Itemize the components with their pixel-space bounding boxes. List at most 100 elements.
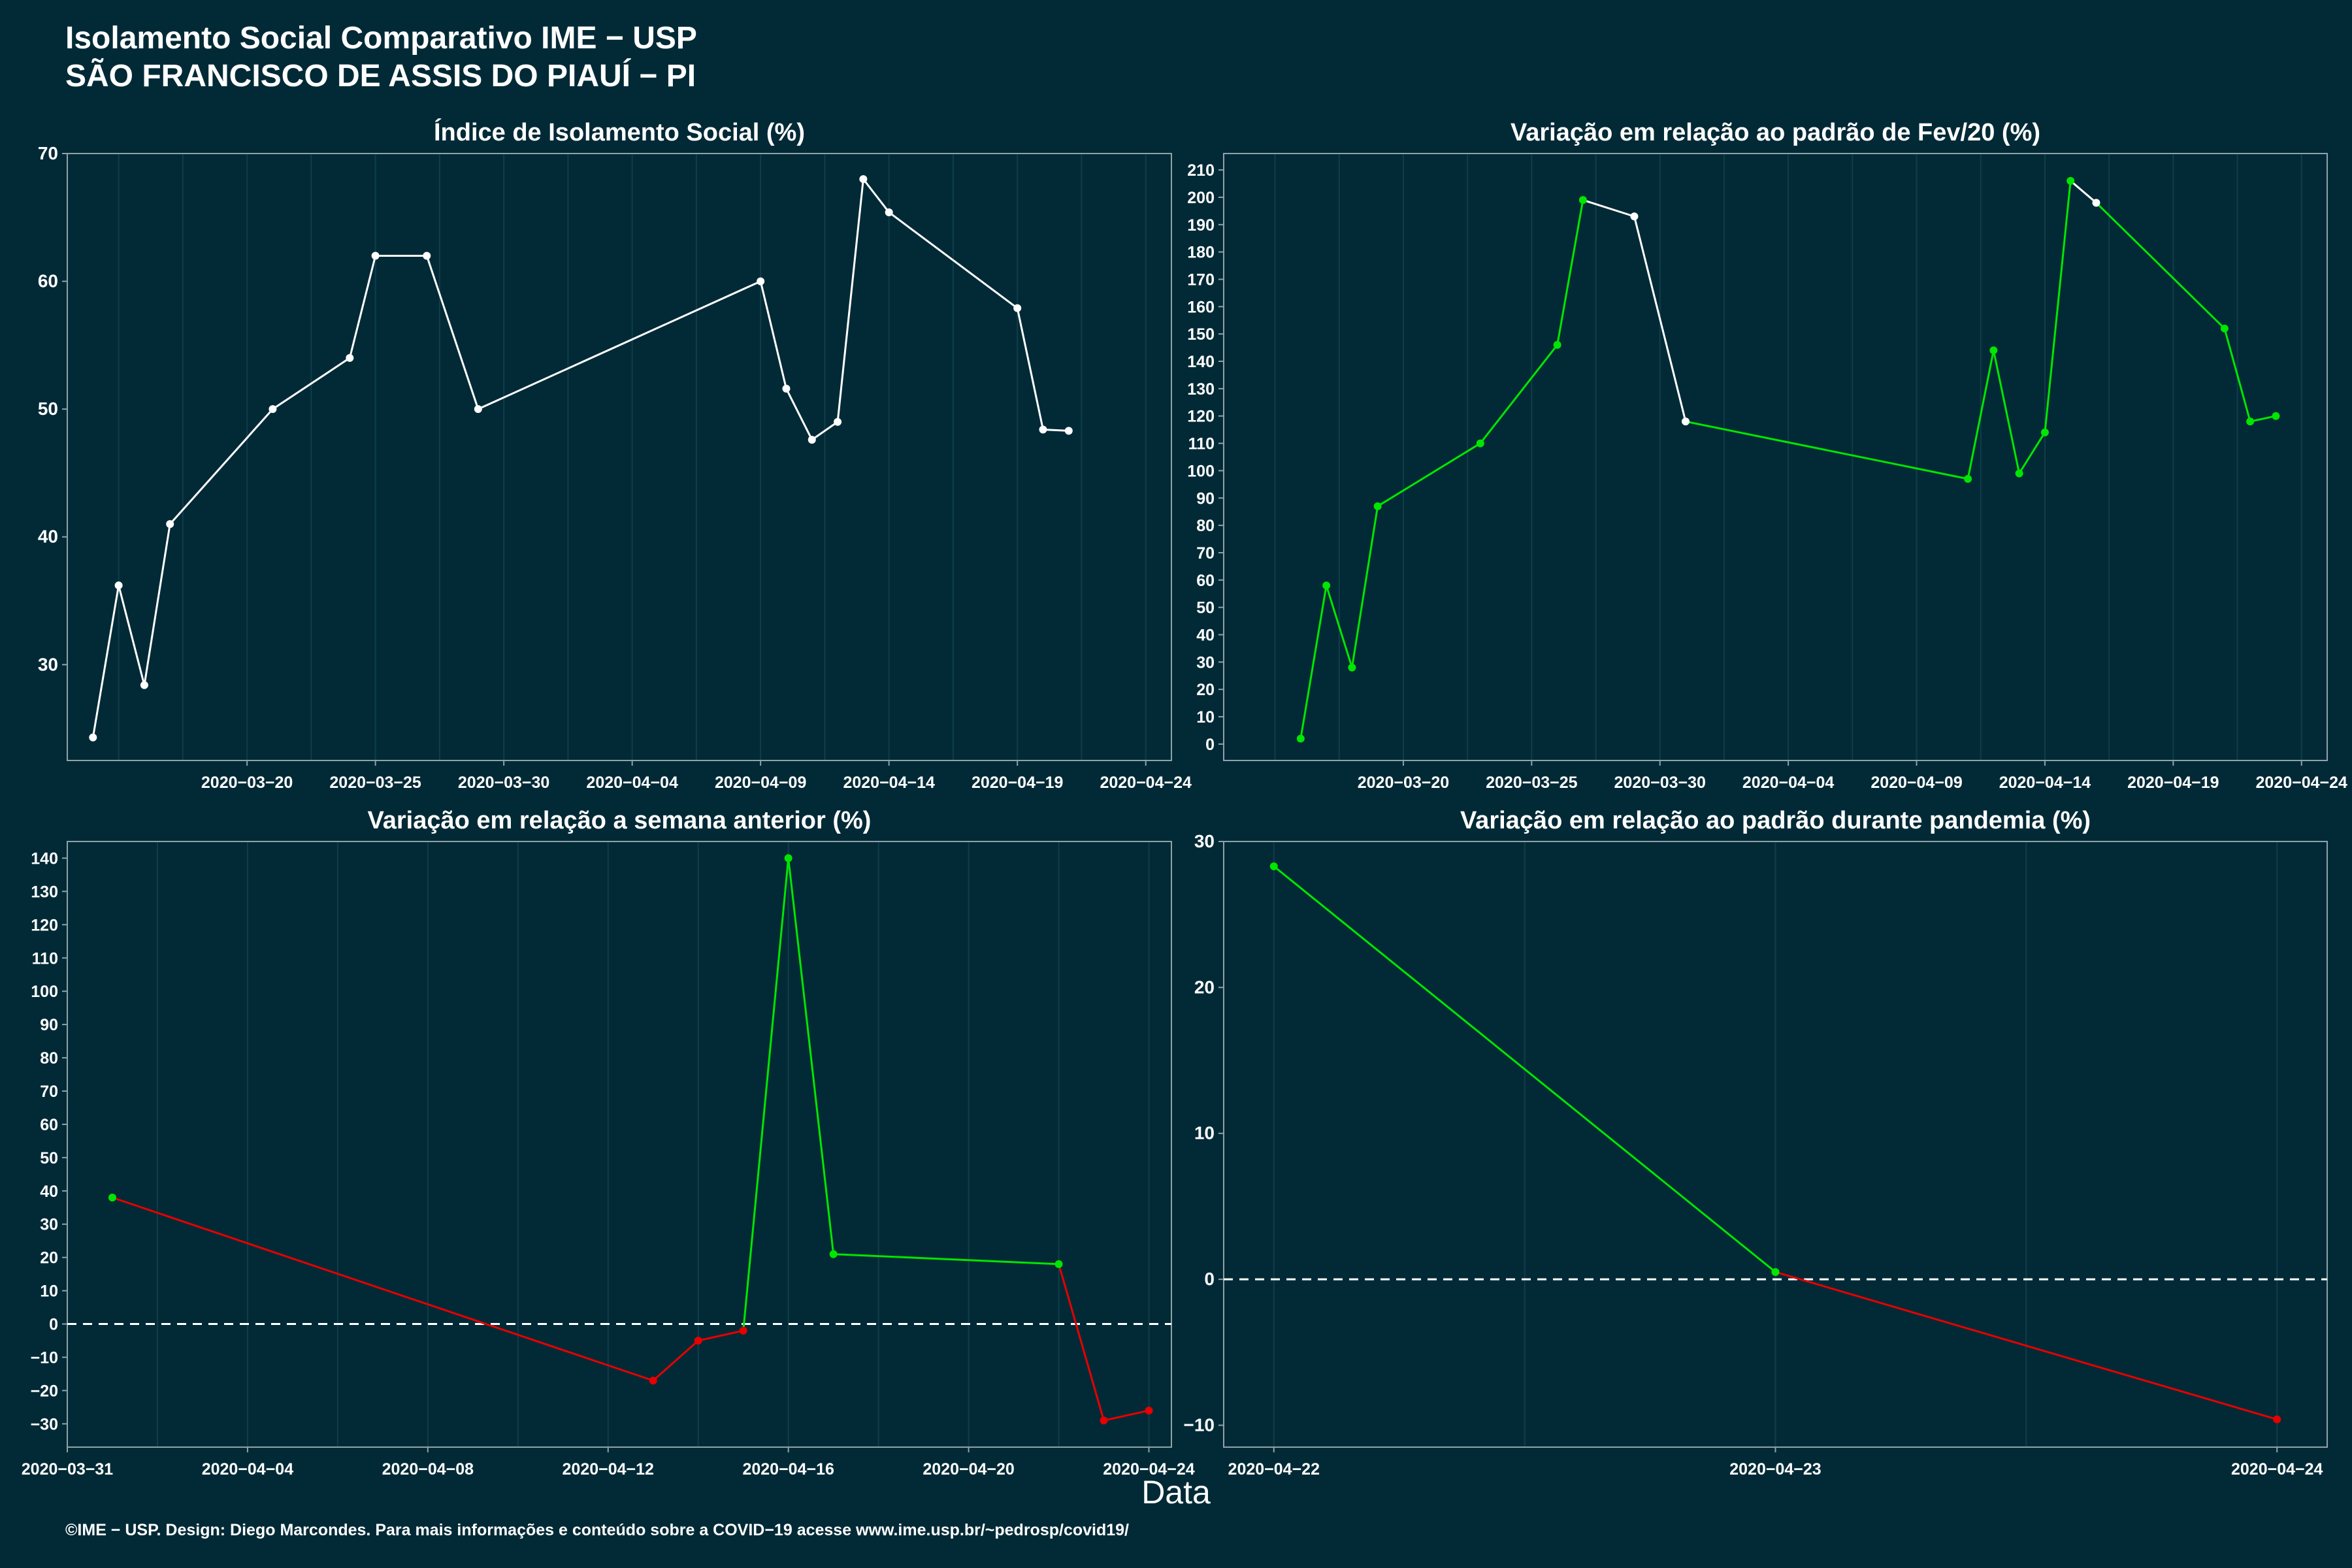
series-segment (698, 1330, 744, 1342)
x-tick-label: 2020−04−24 (2231, 1460, 2323, 1478)
chart-isolamento: Índice de Isolamento Social (%) 30 40 50 60 7… (38, 118, 1192, 792)
x-tick-label: 2020−03−20 (1358, 774, 1449, 792)
y-tick-label: 30 (40, 1216, 58, 1234)
x-tick-label: 2020−04−24 (2256, 774, 2348, 792)
data-point (346, 353, 354, 362)
data-point (1373, 502, 1382, 510)
x-tick-label: 2020−03−30 (458, 774, 549, 792)
y-tick-label: 70 (38, 143, 58, 163)
series-segment (425, 255, 480, 410)
data-point (1322, 581, 1331, 590)
series-segment (833, 1253, 1059, 1266)
x-tick-label: 2020−04−08 (382, 1460, 474, 1478)
series-segment (1775, 1271, 2278, 1420)
series-segment (1058, 1264, 1105, 1421)
data-point (1682, 417, 1690, 426)
data-point (1578, 196, 1587, 204)
panel-border (67, 841, 1172, 1448)
y-tick-label: 10 (40, 1282, 58, 1301)
chart-title: Variação em relação a semana anterior (%… (368, 807, 872, 834)
x-tick-label: 2020−03−20 (201, 774, 293, 792)
series-segment (1479, 344, 1558, 444)
x-tick-label: 2020−04−09 (1870, 774, 1962, 792)
data-point (2272, 412, 2280, 420)
y-tick-label: 80 (1196, 517, 1215, 535)
series-segment (169, 408, 274, 525)
series-segment (2018, 432, 2046, 474)
data-point (140, 681, 148, 689)
series-segment (785, 388, 813, 440)
data-point (166, 520, 174, 529)
chart-title: Variação em relação ao padrão de Fev/20 … (1511, 119, 2040, 146)
y-tick-label: 90 (1196, 489, 1215, 508)
y-tick-label: 50 (38, 399, 58, 419)
data-point (694, 1337, 702, 1345)
data-point (1476, 439, 1484, 448)
data-point (1100, 1416, 1108, 1425)
series-segment (2249, 415, 2276, 423)
y-tick-label: 60 (40, 1116, 58, 1134)
data-point (859, 175, 868, 184)
data-point (757, 277, 765, 286)
data-point (782, 384, 791, 393)
x-axis-label: Data (1141, 1474, 1211, 1511)
y-tick-label: −10 (31, 1348, 58, 1367)
data-point (2066, 176, 2075, 185)
y-tick-label: 200 (1187, 189, 1215, 207)
y-tick-label: 210 (1187, 161, 1215, 180)
x-tick-label: 2020−04−24 (1103, 1460, 1195, 1478)
data-point (269, 405, 277, 414)
series-segment (1556, 199, 1584, 346)
y-tick-label: 40 (40, 1183, 58, 1201)
series-segment (272, 357, 351, 410)
series-segment (1325, 585, 1353, 668)
y-tick-label: 80 (40, 1049, 58, 1068)
data-point (1630, 212, 1639, 221)
y-tick-label: 140 (1187, 353, 1215, 371)
series-segment (652, 1339, 699, 1382)
data-point (1064, 427, 1073, 435)
series-segment (1967, 350, 1995, 480)
data-point (2273, 1415, 2281, 1424)
series-segment (787, 858, 835, 1254)
series-segment (1350, 506, 1379, 668)
y-tick-label: 30 (1196, 653, 1215, 672)
series-segment (862, 178, 890, 213)
page-title: Isolamento Social Comparativo IME − USP (65, 21, 697, 56)
chart-fev20: Variação em relação ao padrão de Fev/20 … (1187, 119, 2347, 792)
data-point (885, 208, 893, 216)
y-tick-label: 60 (1196, 572, 1215, 590)
series-segment (143, 523, 171, 685)
chart-semana: Variação em relação a semana anterior (%… (22, 807, 1195, 1478)
series-segment (2070, 180, 2097, 204)
y-tick-label: 70 (1196, 544, 1215, 563)
data-point (1269, 862, 1278, 870)
footer-credits: ©IME − USP. Design: Diego Marcondes. Par… (65, 1521, 1129, 1539)
x-tick-label: 2020−03−25 (1486, 774, 1578, 792)
data-point (89, 733, 97, 742)
data-point (423, 252, 431, 260)
series-segment (759, 281, 787, 389)
series-segment (112, 1196, 654, 1382)
y-tick-label: −20 (31, 1382, 58, 1400)
data-point (2040, 428, 2049, 436)
x-tick-label: 2020−04−04 (586, 774, 678, 792)
data-point (371, 252, 380, 260)
series-segment (2095, 202, 2225, 329)
data-point (834, 417, 842, 426)
y-tick-label: 50 (40, 1149, 58, 1168)
x-tick-label: 2020−04−14 (843, 774, 935, 792)
x-tick-label: 2020−04−04 (1742, 774, 1835, 792)
y-tick-label: 0 (49, 1316, 58, 1334)
page-subtitle: SÃO FRANCISCO DE ASSIS DO PIAUÍ − PI (65, 59, 696, 93)
data-point (1553, 340, 1561, 349)
y-tick-label: 40 (38, 527, 58, 547)
y-tick-label: 110 (1188, 435, 1215, 453)
x-tick-label: 2020−03−30 (1614, 774, 1706, 792)
panel-border (1223, 153, 2328, 761)
y-tick-label: 100 (1187, 462, 1215, 480)
data-point (649, 1377, 657, 1385)
series-segment (1377, 442, 1481, 508)
y-tick-label: 170 (1187, 270, 1215, 289)
y-tick-label: 10 (1194, 1123, 1215, 1143)
